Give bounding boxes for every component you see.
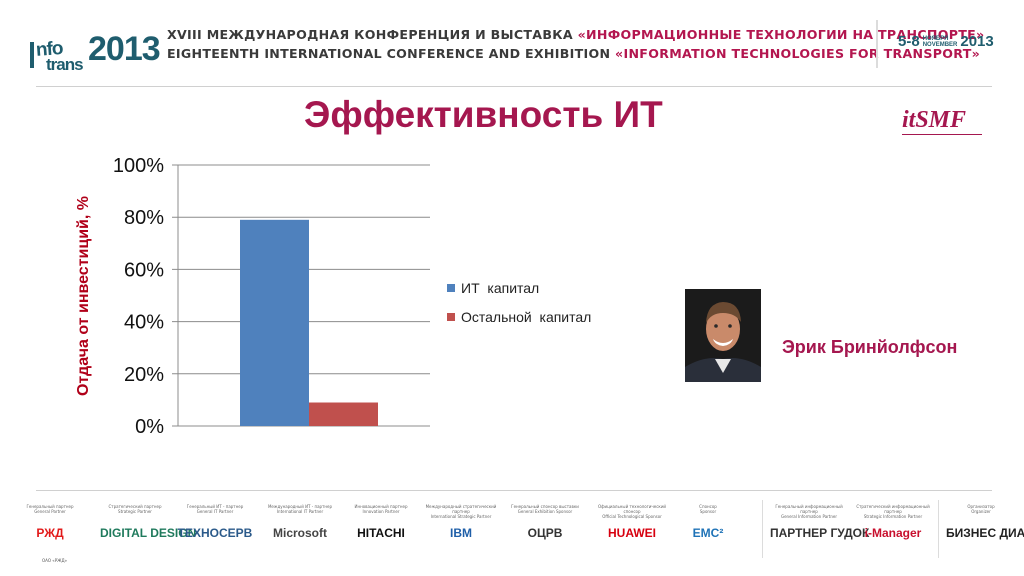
- sponsor-caption: Организатор Organizer: [967, 504, 995, 514]
- conference-line1-a: XVIII МЕЖДУНАРОДНАЯ КОНФЕРЕНЦИЯ И ВЫСТАВ…: [167, 27, 578, 42]
- sponsor-logo: DIGITAL DESIGN: [100, 526, 197, 540]
- logo-year: 2013: [88, 30, 161, 68]
- sponsor-logo: Microsoft: [273, 526, 327, 540]
- sponsor-caption: Международный ИТ - партнер International…: [267, 504, 333, 514]
- legend-label-it: ИТ капитал: [461, 280, 540, 296]
- sponsor-5: Международный стратегический партнер Int…: [424, 504, 498, 540]
- conference-line1-b: «ИНФОРМАЦИОННЫЕ ТЕХНОЛОГИИ НА ТРАНСПОРТЕ…: [577, 27, 985, 42]
- chart-legend: ИТ капитал Остальной капитал: [447, 276, 591, 334]
- y-tick-label: 60%: [124, 259, 164, 281]
- conference-dates: 5-8 НОЯБРЯ NOVEMBER 2013: [898, 33, 994, 50]
- bar-other-capital: [309, 402, 378, 426]
- sponsor-logo: IBM: [450, 526, 472, 540]
- sponsor-caption: Международный стратегический партнер Int…: [425, 504, 497, 519]
- dates-year: 2013: [960, 33, 994, 50]
- legend-label-other: Остальной капитал: [461, 309, 592, 325]
- sponsor-11: Организатор Organizer БИЗНЕС ДИАЛОГ: [946, 504, 1024, 540]
- sponsor-7: Официальный технологический спонсор Offi…: [592, 504, 672, 540]
- sponsor-logo: ТЕХНОСЕРВ: [177, 526, 253, 540]
- legend-swatch-it: [447, 284, 455, 292]
- sponsor-8: Спонсор Sponsor EMC²: [678, 504, 738, 540]
- sponsor-1: Стратегический партнер Strategic Partner…: [100, 504, 197, 540]
- itsmf-logo-underline: [902, 134, 982, 137]
- sponsor-caption: Генеральный ИТ - партнер General IT Part…: [186, 504, 244, 514]
- legend-item-it: ИТ капитал: [447, 276, 591, 300]
- logo-trans-text: trans: [46, 55, 84, 74]
- sponsor-10: Стратегический информационный партнер St…: [850, 504, 936, 540]
- sponsor-caption: Генеральный информационный партнер Gener…: [775, 504, 843, 519]
- sponsor-logo: БИЗНЕС ДИАЛОГ: [946, 526, 1024, 540]
- sponsor-caption: Инновационный партнер Innovation Partner: [354, 504, 408, 514]
- sponsor-logo: EMC²: [692, 526, 724, 540]
- sponsor-divider: [938, 500, 939, 558]
- dates-month: НОЯБРЯ NOVEMBER: [922, 36, 958, 49]
- dates-days: 5-8: [898, 33, 920, 50]
- rzd-subcaption: ОАО «РЖД»: [42, 558, 68, 563]
- sponsor-logo: ОЦРВ: [527, 526, 563, 540]
- sponsor-logo: HUAWEI: [608, 526, 656, 540]
- y-tick-label: 0%: [135, 416, 164, 438]
- y-axis-label: Отдача от инвестиций, %: [75, 195, 92, 397]
- sponsor-4: Инновационный партнер Innovation Partner…: [342, 504, 420, 540]
- sponsor-logo: ПАРТНЕР ГУДОК: [770, 526, 870, 540]
- bar-it-capital: [240, 219, 309, 426]
- conference-line2-a: EIGHTEENTH INTERNATIONAL CONFERENCE AND …: [167, 46, 616, 61]
- sponsor-2: Генеральный ИТ - партнер General IT Part…: [176, 504, 254, 540]
- sponsor-0: Генеральный партнер General Partner РЖД: [20, 504, 80, 540]
- y-tick-label: 40%: [124, 312, 164, 334]
- slide-title: Эффективность ИТ: [304, 94, 663, 135]
- bar-chart: 0% 20% 40% 60% 80% 100%: [113, 155, 430, 438]
- header-rule: [36, 86, 992, 87]
- y-tick-label: 100%: [113, 155, 164, 177]
- sponsor-6: Генеральный спонсор выставки General Exh…: [505, 504, 585, 540]
- legend-item-other: Остальной капитал: [447, 305, 591, 329]
- sponsor-caption: Генеральный партнер General Partner: [26, 504, 74, 514]
- speaker-name: Эрик Бринйолфсон: [782, 337, 958, 357]
- sponsor-caption: Стратегический партнер Strategic Partner: [108, 504, 162, 514]
- header-divider: [876, 20, 878, 68]
- itsmf-logo: itSMF: [902, 107, 967, 133]
- y-tick-label: 80%: [124, 207, 164, 229]
- speaker-photo: [685, 289, 761, 382]
- conference-title: XVIII МЕЖДУНАРОДНАЯ КОНФЕРЕНЦИЯ И ВЫСТАВ…: [167, 25, 984, 63]
- sponsor-caption: Официальный технологический спонсор Offi…: [597, 504, 667, 519]
- infotrans-logo: nfo trans 2013: [30, 28, 161, 76]
- sponsor-caption: Стратегический информационный партнер St…: [856, 504, 930, 519]
- sponsor-caption: Спонсор Sponsor: [699, 504, 717, 514]
- footer-rule: [36, 490, 992, 491]
- sponsor-caption: Генеральный спонсор выставки General Exh…: [511, 504, 579, 514]
- conference-line2-b: «INFORMATION TECHNOLOGIES FOR TRANSPORT»: [615, 46, 981, 61]
- y-tick-label: 20%: [124, 364, 164, 386]
- legend-swatch-other: [447, 313, 455, 321]
- sponsor-logo: i-Manager: [864, 526, 922, 540]
- sponsor-logo: РЖД: [36, 526, 64, 540]
- sponsor-divider: [762, 500, 763, 558]
- sponsor-9: Генеральный информационный партнер Gener…: [770, 504, 870, 540]
- logo-i-mark: [30, 42, 34, 68]
- speaker-portrait-icon: [685, 289, 761, 382]
- sponsor-logo: HITACHI: [357, 526, 405, 540]
- sponsor-3: Международный ИТ - партнер International…: [258, 504, 342, 540]
